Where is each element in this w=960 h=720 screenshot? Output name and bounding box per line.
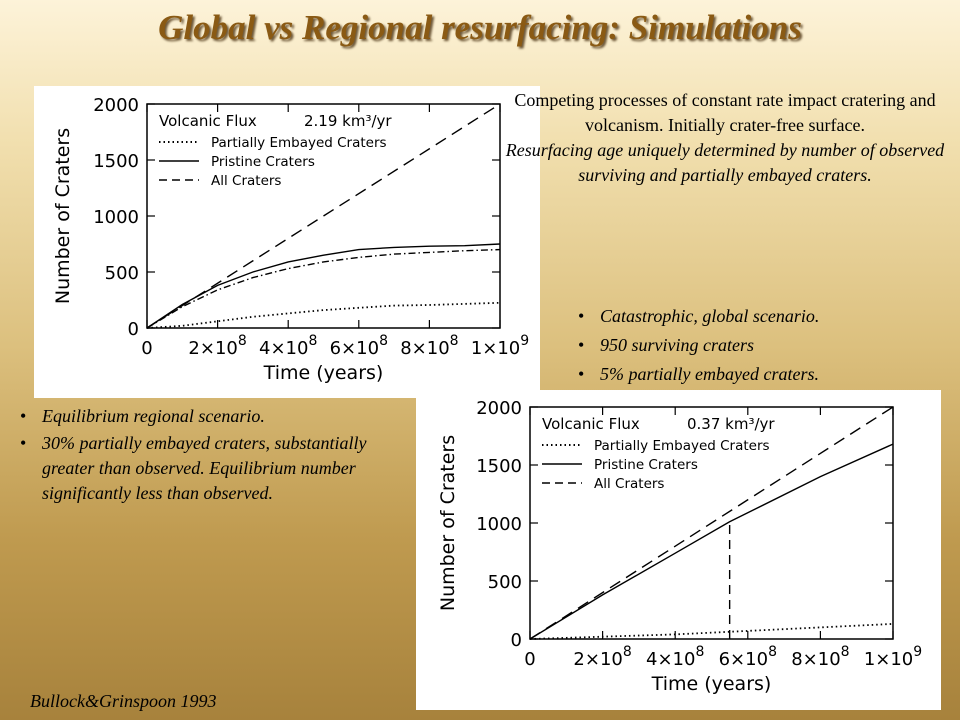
legend-label: Pristine Craters: [594, 457, 698, 473]
regional-scenario-plot: 0 500 1000 1500 2000 0 2×108 4×108 6×108 8×108 1×1…: [416, 390, 941, 710]
x-axis-label: Time (years): [263, 362, 384, 384]
x-tick-label: 0: [141, 338, 152, 359]
x-tick-exponent: 8: [379, 333, 388, 349]
x-tick-label: 8×108: [791, 644, 849, 670]
y-axis-label: Number of Craters: [52, 128, 74, 304]
series-line: [529, 443, 894, 640]
regional-scenario-chart: 0 500 1000 1500 2000 0 2×108 4×108 6×108 8×108 1×1…: [437, 398, 922, 695]
x-tick-exponent: 9: [913, 644, 922, 660]
global-scenario-bullets: Catastrophic, global scenario. 950 survi…: [576, 304, 916, 391]
volcanic-flux-label: Volcanic Flux: [159, 112, 257, 130]
legend-label: Partially Embayed Craters: [211, 135, 387, 151]
x-tick-label: 4×108: [259, 333, 317, 359]
y-tick-label: 2000: [93, 95, 139, 116]
x-tick-exponent: 8: [238, 333, 247, 349]
legend-label: Pristine Craters: [211, 154, 315, 170]
x-tick-exponent: 8: [623, 644, 632, 660]
x-tick-exponent: 8: [768, 644, 777, 660]
y-tick-label: 0: [511, 630, 522, 651]
x-tick-exponent: 8: [841, 644, 850, 660]
description-italic: Resurfacing age uniquely determined by n…: [505, 140, 945, 185]
citation: Bullock&Grinspoon 1993: [30, 691, 217, 711]
x-tick-label: 4×108: [646, 644, 704, 670]
regional-scenario-bullets: Equilibrium regional scenario. 30% parti…: [18, 404, 393, 508]
legend-label: All Craters: [211, 173, 281, 189]
bullet-item: 30% partially embayed craters, substanti…: [18, 431, 393, 506]
y-axis-label: Number of Craters: [437, 435, 459, 611]
x-tick-exponent: 9: [520, 333, 529, 349]
y-tick-label: 500: [488, 572, 522, 593]
bullet-item: 5% partially embayed craters.: [576, 362, 916, 387]
x-tick-label: 8×108: [400, 333, 458, 359]
description-text: Competing processes of constant rate imp…: [505, 88, 945, 188]
bullet-item: 950 surviving craters: [576, 333, 916, 358]
series-line: [146, 301, 501, 329]
legend-label: Partially Embayed Craters: [594, 438, 770, 454]
x-tick-exponent: 8: [450, 333, 459, 349]
global-scenario-chart: 0 500 1000 1500 2000 0 2×108 4×108 6×108 8×108 1×1…: [52, 95, 529, 384]
volcanic-flux-value: 0.37 km³/yr: [687, 415, 775, 433]
legend-label: All Craters: [594, 476, 664, 492]
y-tick-label: 2000: [476, 398, 522, 419]
series-line: [146, 248, 501, 329]
series-line: [146, 243, 501, 329]
x-tick-exponent: 8: [308, 333, 317, 349]
y-tick-label: 1000: [93, 207, 139, 228]
x-tick-label: 2×108: [573, 644, 631, 670]
bullet-item: Catastrophic, global scenario.: [576, 304, 916, 329]
x-tick-label: 0: [524, 649, 535, 670]
description-plain: Competing processes of constant rate imp…: [514, 90, 936, 135]
series-line: [146, 103, 501, 329]
y-tick-label: 1000: [476, 514, 522, 535]
bullet-item: Equilibrium regional scenario.: [18, 404, 393, 429]
y-tick-label: 1500: [93, 151, 139, 172]
x-tick-label: 1×109: [864, 644, 922, 670]
y-tick-label: 1500: [476, 456, 522, 477]
series-line: [529, 623, 894, 640]
y-tick-label: 0: [128, 319, 139, 340]
x-axis-label: Time (years): [651, 673, 772, 695]
slide-title: Global vs Regional resurfacing: Simulati…: [158, 8, 802, 47]
global-scenario-plot: 0 500 1000 1500 2000 0 2×108 4×108 6×108 8×108 1×1…: [34, 86, 540, 398]
x-tick-label: 2×108: [188, 333, 246, 359]
x-tick-label: 6×108: [330, 333, 388, 359]
volcanic-flux-value: 2.19 km³/yr: [304, 112, 392, 130]
series-line: [529, 406, 894, 640]
y-tick-label: 500: [105, 263, 139, 284]
x-tick-exponent: 8: [695, 644, 704, 660]
volcanic-flux-label: Volcanic Flux: [542, 415, 640, 433]
x-tick-label: 1×109: [471, 333, 529, 359]
x-tick-label: 6×108: [719, 644, 777, 670]
